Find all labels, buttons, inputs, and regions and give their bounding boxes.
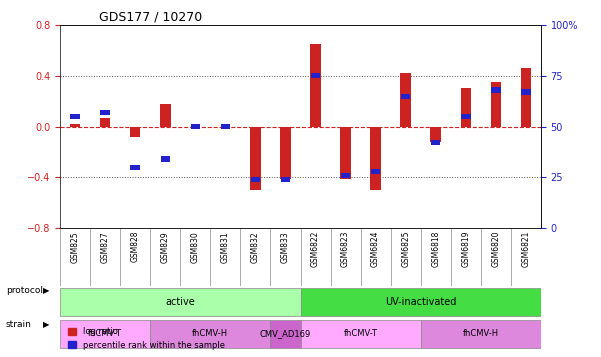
Bar — [401, 94, 410, 99]
Text: UV-inactivated: UV-inactivated — [385, 297, 456, 307]
Bar — [521, 90, 531, 95]
Text: GSM825: GSM825 — [71, 231, 79, 262]
Text: ▶: ▶ — [43, 320, 50, 330]
Text: strain: strain — [6, 320, 32, 330]
Bar — [280, 126, 291, 178]
Bar — [430, 126, 441, 142]
Text: GSM6825: GSM6825 — [401, 231, 410, 267]
FancyBboxPatch shape — [60, 288, 300, 316]
Text: GSM827: GSM827 — [101, 231, 109, 262]
Text: GDS177 / 10270: GDS177 / 10270 — [99, 11, 202, 24]
Bar — [191, 124, 200, 129]
Text: GSM6822: GSM6822 — [311, 231, 320, 267]
Bar — [400, 73, 411, 126]
Text: GSM6823: GSM6823 — [341, 231, 350, 267]
Bar — [221, 124, 230, 129]
Text: GSM6818: GSM6818 — [432, 231, 440, 267]
Text: CMV_AD169: CMV_AD169 — [260, 330, 311, 338]
Text: GSM829: GSM829 — [161, 231, 169, 262]
Bar — [310, 44, 321, 126]
Text: GSM6821: GSM6821 — [522, 231, 530, 267]
FancyBboxPatch shape — [300, 288, 541, 316]
Bar — [490, 82, 501, 126]
FancyBboxPatch shape — [270, 320, 300, 348]
FancyBboxPatch shape — [150, 320, 270, 348]
Bar — [250, 126, 261, 190]
Text: GSM831: GSM831 — [221, 231, 230, 262]
Bar — [371, 169, 380, 174]
Text: GSM828: GSM828 — [131, 231, 139, 262]
Text: GSM832: GSM832 — [251, 231, 260, 262]
Bar — [251, 177, 260, 182]
Text: ▶: ▶ — [43, 286, 50, 296]
Bar — [160, 104, 171, 126]
Text: protocol: protocol — [6, 286, 43, 296]
Bar — [70, 124, 81, 126]
Text: fhCMV-H: fhCMV-H — [192, 330, 228, 338]
Text: active: active — [165, 297, 195, 307]
Bar — [281, 177, 290, 182]
Bar — [130, 126, 141, 137]
Bar — [491, 87, 501, 92]
Bar — [100, 117, 111, 126]
Text: GSM6819: GSM6819 — [462, 231, 470, 267]
Bar — [461, 114, 471, 119]
Bar — [520, 68, 531, 126]
Bar — [160, 156, 170, 161]
Text: GSM6824: GSM6824 — [371, 231, 380, 267]
FancyBboxPatch shape — [60, 320, 150, 348]
Bar — [130, 165, 140, 170]
FancyBboxPatch shape — [421, 320, 541, 348]
Legend: log ratio, percentile rank within the sample: log ratio, percentile rank within the sa… — [64, 324, 228, 353]
Text: fhCMV-H: fhCMV-H — [463, 330, 499, 338]
Text: GSM6820: GSM6820 — [492, 231, 500, 267]
Bar — [460, 89, 471, 126]
Text: GSM833: GSM833 — [281, 231, 290, 263]
Bar — [70, 114, 80, 119]
Text: GSM830: GSM830 — [191, 231, 200, 263]
Bar — [341, 173, 350, 178]
Bar — [340, 126, 351, 178]
Bar — [100, 110, 110, 115]
Bar — [311, 73, 320, 78]
Bar — [370, 126, 381, 190]
FancyBboxPatch shape — [300, 320, 421, 348]
Text: fhCMV-T: fhCMV-T — [88, 330, 122, 338]
Text: fhCMV-T: fhCMV-T — [344, 330, 377, 338]
Bar — [431, 140, 441, 145]
